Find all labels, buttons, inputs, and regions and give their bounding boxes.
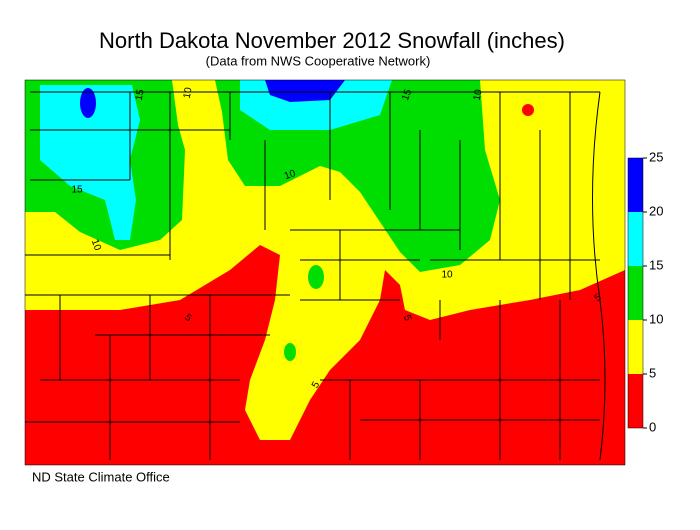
map-title: North Dakota November 2012 Snowfall (inc… xyxy=(99,28,565,53)
snowfall-region xyxy=(522,104,534,116)
contour-label: 15 xyxy=(400,88,414,103)
snowfall-region xyxy=(265,80,345,102)
snowfall-region xyxy=(80,88,96,118)
contour-label: 15 xyxy=(71,185,83,196)
color-bin xyxy=(628,158,643,212)
snowfall-region xyxy=(308,265,324,289)
tick-label: 0 xyxy=(649,419,656,434)
contour-label: 5 xyxy=(310,380,323,391)
contour-label: 5 xyxy=(401,314,413,323)
map-subtitle: (Data from NWS Cooperative Network) xyxy=(206,53,431,68)
tick-label: 5 xyxy=(649,365,656,380)
tick-label: 10 xyxy=(649,311,663,326)
contour-label: 10 xyxy=(182,86,195,99)
color-bin xyxy=(628,320,643,374)
contour-label: 5 xyxy=(182,312,194,324)
contour-label: 5 xyxy=(592,292,604,304)
tick-label: 25 xyxy=(649,149,663,164)
color-bin xyxy=(628,266,643,320)
contour-label: 10 xyxy=(441,270,453,281)
color-bin xyxy=(628,374,643,428)
snowfall-region xyxy=(40,85,140,240)
snowfall-region xyxy=(284,343,296,361)
contour-label: 15 xyxy=(134,88,147,101)
contour-label: 10 xyxy=(89,238,103,253)
snowfall-map xyxy=(25,80,625,465)
county-lines xyxy=(25,91,606,461)
contour-label: 10 xyxy=(283,168,298,182)
color-bar-frame xyxy=(627,157,644,429)
contour-labels: 15 10 15 10 10 15 10 10 5 5 5 5 xyxy=(71,86,604,390)
map-frame xyxy=(24,79,626,466)
color-bin xyxy=(628,212,643,266)
color-bar: 0 5 10 15 20 25 xyxy=(627,149,663,434)
credit: ND State Climate Office xyxy=(32,469,170,484)
tick-label: 15 xyxy=(649,257,663,272)
tick-label: 20 xyxy=(649,203,663,218)
contour-label: 10 xyxy=(472,88,485,101)
